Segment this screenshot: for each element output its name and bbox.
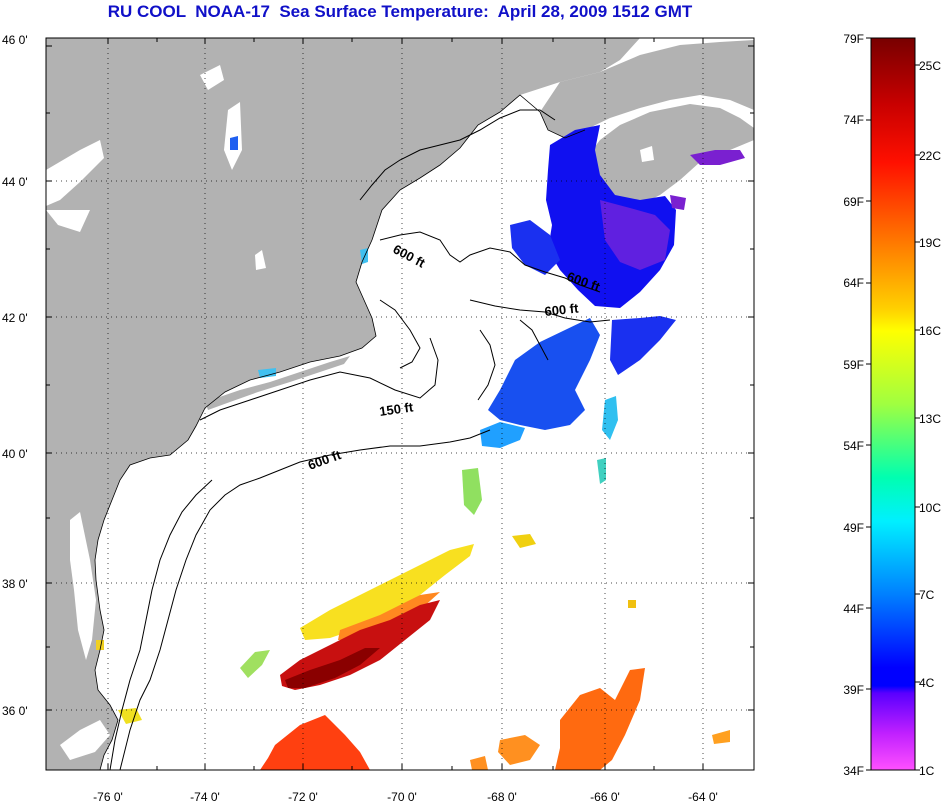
lat-label: 42 0' [2, 311, 28, 325]
sst-patch-orange-small [712, 730, 730, 744]
land-new-brunswick [540, 40, 754, 138]
contour-label: 150 ft [378, 399, 414, 419]
coastline [371, 94, 586, 241]
sst-patch-southern-orange [555, 668, 645, 770]
sst-patch-small-cyan [258, 368, 276, 378]
cloud-patch [46, 210, 90, 232]
sst-patch-orange-small [470, 756, 488, 770]
cloud-patch [640, 146, 654, 162]
map-grid [46, 38, 754, 770]
colorbar-f-label: 44F [843, 602, 864, 616]
sst-patch-orange-streamer [338, 592, 440, 640]
contour-label: 600 ft [544, 300, 580, 319]
longitude-labels: -76 0' -74 0' -72 0' -70 0' -68 0' -66 0… [93, 790, 718, 804]
contour-coastal-detail [359, 109, 556, 201]
sst-patch-georges-bank [488, 318, 600, 430]
water-pamlico-sound [60, 720, 110, 760]
lon-label: -70 0' [387, 790, 417, 804]
lon-label: -74 0' [190, 790, 220, 804]
cloud-patch [224, 102, 242, 170]
sst-patch-gulf-stream-dark [285, 648, 380, 688]
colorbar-f-label: 59F [843, 358, 864, 372]
cloud-patch [460, 172, 474, 186]
sst-patch-blue [510, 220, 560, 275]
colorbar-c-label: 1C [919, 764, 935, 778]
contour-600ft-shelf-break [119, 429, 491, 770]
cloud-patch [200, 65, 224, 90]
colorbar-c-label: 13C [919, 412, 941, 426]
colorbar-f-label: 34F [843, 764, 864, 778]
contour-600ft-gulf-of-maine [379, 231, 601, 293]
colorbar-c-label: 4C [919, 676, 935, 690]
colorbar: 79F 74F 69F 64F 59F 54F 49F 44F 39F 34F … [843, 32, 941, 778]
colorbar-c-label: 25C [919, 59, 941, 73]
colorbar-f-label: 49F [843, 521, 864, 535]
land-mainland [46, 38, 640, 770]
colorbar-f-label: 54F [843, 439, 864, 453]
water-delaware-bay [122, 470, 150, 510]
sst-patch-violet [690, 150, 745, 165]
colorbar-c-label: 19C [919, 236, 941, 250]
sst-patch-blue [610, 316, 676, 375]
water-chesapeake-bay [70, 512, 96, 660]
contour-coastal-detail [379, 299, 421, 369]
contour-150ft-shelf [199, 337, 439, 421]
colorbar-f-label: 79F [843, 32, 864, 46]
land-long-island [205, 356, 350, 410]
lat-label: 40 0' [2, 447, 28, 461]
sst-patch-green [462, 468, 482, 515]
land-cape-breton [715, 65, 754, 100]
lon-label: -72 0' [288, 790, 318, 804]
coastline [94, 239, 377, 770]
lat-label: 36 0' [2, 704, 28, 718]
sst-patch-hatteras-yellow [96, 640, 104, 650]
contour-150ft-inner [109, 479, 213, 770]
sst-patch-small-cyan [360, 248, 368, 264]
colorbar-f-label: 39F [843, 683, 864, 697]
sst-patch-violet [670, 195, 686, 210]
sst-patch-cyan [597, 458, 606, 484]
colorbar-c-label: 16C [919, 324, 941, 338]
colorbar-f-label: 69F [843, 195, 864, 209]
sst-patch-violet [600, 200, 670, 270]
sst-patch-small-blue [230, 136, 238, 150]
sst-patch-green-filament [240, 650, 270, 678]
map-title: RU COOL NOAA-17 Sea Surface Temperature:… [107, 2, 693, 21]
map-border [45, 37, 755, 771]
sst-patch-orange-small [498, 735, 540, 765]
sst-patch-yellow-streamer [300, 544, 474, 640]
lon-label: -68 0' [487, 790, 517, 804]
lat-label: 44 0' [2, 175, 28, 189]
contour-coastal-detail [477, 329, 496, 401]
colorbar-f-label: 64F [843, 276, 864, 290]
lat-label: 38 0' [2, 577, 28, 591]
lon-label: -76 0' [93, 790, 123, 804]
sst-patch-cyan-edge [480, 422, 525, 448]
lon-label: -64 0' [688, 790, 718, 804]
sst-patch-yellow-small [512, 534, 536, 548]
cloud-patch [46, 140, 104, 206]
lat-label: 46 0' [2, 33, 28, 47]
latitude-labels: 46 0' 44 0' 42 0' 40 0' 38 0' 36 0' [2, 33, 28, 718]
axis-ticks [46, 38, 754, 770]
contour-600ft-georges [469, 299, 611, 323]
contour-coastal-detail [519, 319, 549, 361]
colorbar-c-label: 10C [919, 501, 941, 515]
colorbar-gradient [870, 37, 916, 771]
colorbar-c-label: 22C [919, 149, 941, 163]
colorbar-c-label: 7C [919, 588, 935, 602]
sst-patch-cyan-edge [602, 396, 618, 440]
cloud-patch [255, 250, 266, 270]
lon-label: -66 0' [590, 790, 620, 804]
land-nova-scotia [585, 104, 754, 212]
sst-patch-yellow-small [628, 600, 636, 608]
colorbar-f-label: 74F [843, 113, 864, 127]
sst-patch-southern-red [260, 715, 370, 770]
